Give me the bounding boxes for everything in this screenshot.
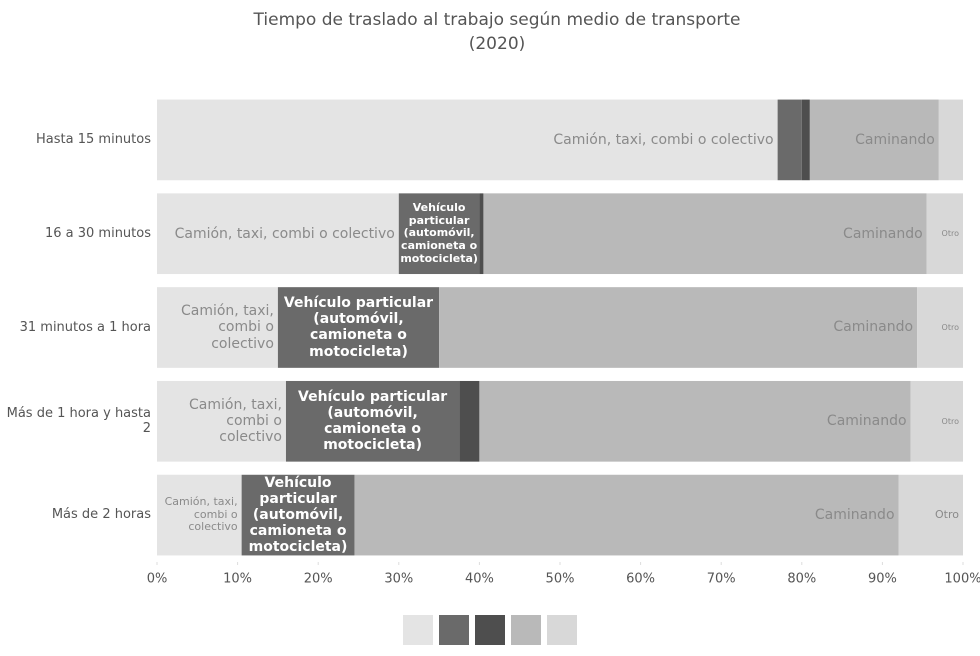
bar-segment — [354, 474, 899, 556]
segment-label-box: Caminando — [855, 131, 935, 148]
bar-segment — [938, 99, 963, 181]
segment-label-box: Caminando — [826, 413, 907, 430]
legend-icon — [439, 615, 469, 645]
y-tick-label-box: Más de 1 hora y hasta 2 — [6, 405, 151, 437]
segment-label: Vehículo particular (automóvil, camionet… — [298, 389, 448, 454]
bar-segment — [285, 380, 460, 462]
chart-title: Tiempo de traslado al trabajo según medi… — [253, 10, 741, 30]
bar-segment — [926, 193, 963, 275]
x-tick-label: 90% — [868, 572, 897, 587]
segment-label-box: Otro — [941, 229, 959, 239]
x-tick-label: 70% — [707, 572, 736, 587]
segment-label: Camión, taxi, combi o colectivo — [164, 495, 238, 534]
segment-label: Caminando — [826, 413, 907, 430]
segment-label-box: Camión, taxi, combi o colectivo — [164, 495, 238, 534]
segment-label: Caminando — [833, 319, 914, 336]
y-tick-label: 31 minutos a 1 hora — [19, 319, 151, 335]
segment-label-box: Camión, taxi, combi o colectivo — [189, 397, 282, 446]
segment-label: Camión, taxi, combi o colectivo — [174, 225, 395, 242]
bar-segment — [157, 380, 286, 462]
segment-label-box: Camión, taxi, combi o colectivo — [553, 131, 774, 148]
bar-segment — [483, 193, 927, 275]
chart-subtitle: (2020) — [469, 34, 526, 54]
x-tick-label: 10% — [223, 572, 252, 587]
x-tick-label: 30% — [384, 572, 413, 587]
bar-segment — [479, 193, 484, 275]
segment-label: Caminando — [814, 507, 895, 524]
bar-segment — [241, 474, 355, 556]
bar-segment — [459, 380, 480, 462]
bar-segment — [398, 193, 480, 275]
segment-label: Vehículo particular (automóvil, camionet… — [248, 474, 348, 556]
y-tick-label-box: Más de 2 horas — [51, 507, 151, 523]
bar-segment — [157, 474, 242, 556]
segment-label: Caminando — [843, 225, 923, 242]
segment-label: Camión, taxi, combi o colectivo — [180, 303, 274, 352]
bar-segment — [917, 287, 963, 368]
segment-label-box: Vehículo particular (automóvil, camionet… — [248, 474, 348, 556]
bar-segment — [801, 99, 810, 181]
x-tick-label: 60% — [626, 572, 655, 587]
segment-label-box: Camión, taxi, combi o colectivo — [180, 303, 274, 352]
y-tick-label-box: 31 minutos a 1 hora — [19, 319, 151, 335]
segment-label-box: Caminando — [814, 507, 895, 524]
y-tick-label: Más de 2 horas — [51, 507, 151, 523]
segment-label-box: Otro — [941, 416, 959, 426]
bar-segment — [910, 380, 963, 462]
y-tick-label: Más de 1 hora y hasta 2 — [6, 405, 151, 437]
segment-label: Vehículo particular (automóvil, camionet… — [400, 201, 478, 265]
segment-label-box: Otro — [941, 322, 959, 332]
segment-label-box: Vehículo particular (automóvil, camionet… — [283, 295, 434, 360]
segment-label-box: Vehículo particular (automóvil, camionet… — [298, 389, 448, 454]
x-tick-label: 20% — [304, 572, 333, 587]
bar-segment — [479, 380, 911, 462]
bar-segment — [439, 287, 918, 368]
y-tick-label-box: Hasta 15 minutos — [36, 132, 151, 148]
bar-segment — [277, 287, 440, 368]
legend-icon — [475, 615, 505, 645]
y-tick-label-box: 16 a 30 minutos — [44, 225, 151, 241]
segment-label-box: Caminando — [833, 319, 914, 336]
segment-label: Vehículo particular (automóvil, camionet… — [283, 295, 434, 360]
segment-label-box: Camión, taxi, combi o colectivo — [174, 225, 395, 242]
x-tick-label: 0% — [147, 572, 168, 587]
segment-label: Camión, taxi, combi o colectivo — [553, 131, 774, 148]
segment-label-box: Vehículo particular (automóvil, camionet… — [400, 201, 478, 265]
segment-label-box: Caminando — [843, 225, 923, 242]
bar-segment — [777, 99, 802, 181]
bar-segment — [898, 474, 963, 556]
x-tick-label: 40% — [465, 572, 494, 587]
legend-icon — [403, 615, 433, 645]
segment-label: Otro — [941, 416, 959, 426]
bar-segment — [809, 99, 939, 181]
segment-label: Otro — [941, 229, 959, 239]
bar-segment — [157, 193, 399, 275]
y-tick-label: Hasta 15 minutos — [36, 132, 151, 148]
bar-segment — [157, 287, 278, 368]
segment-label: Camión, taxi, combi o colectivo — [189, 397, 282, 446]
y-tick-label: 16 a 30 minutos — [44, 225, 151, 241]
x-tick-label: 100% — [944, 572, 980, 587]
segment-label-box: Otro — [935, 507, 959, 521]
legend-icon — [511, 615, 541, 645]
segment-label: Caminando — [855, 131, 935, 148]
x-tick-label: 50% — [546, 572, 575, 587]
segment-label: Otro — [935, 507, 959, 521]
bar-segment — [157, 99, 778, 181]
legend-icon — [547, 615, 577, 645]
segment-label: Otro — [941, 322, 959, 332]
x-tick-label: 80% — [787, 572, 816, 587]
